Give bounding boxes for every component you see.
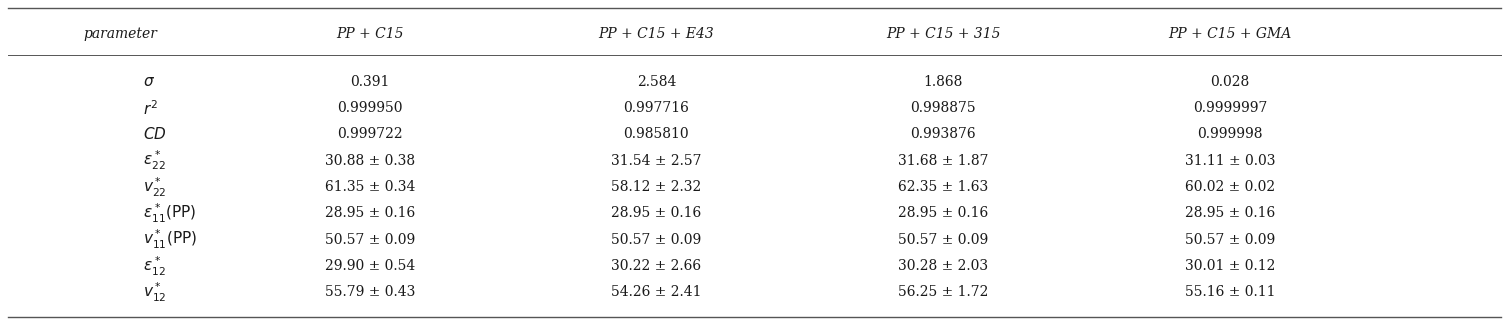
Text: 50.57 ± 0.09: 50.57 ± 0.09 bbox=[611, 233, 702, 247]
Text: 28.95 ± 0.16: 28.95 ± 0.16 bbox=[324, 206, 415, 221]
Text: 31.68 ± 1.87: 31.68 ± 1.87 bbox=[898, 154, 988, 168]
Text: 50.57 ± 0.09: 50.57 ± 0.09 bbox=[898, 233, 988, 247]
Text: 2.584: 2.584 bbox=[637, 75, 676, 89]
Text: 30.22 ± 2.66: 30.22 ± 2.66 bbox=[611, 259, 702, 273]
Text: 30.01 ± 0.12: 30.01 ± 0.12 bbox=[1185, 259, 1275, 273]
Text: 29.90 ± 0.54: 29.90 ± 0.54 bbox=[324, 259, 415, 273]
Text: 1.868: 1.868 bbox=[924, 75, 963, 89]
Text: 56.25 ± 1.72: 56.25 ± 1.72 bbox=[898, 285, 988, 299]
Text: 28.95 ± 0.16: 28.95 ± 0.16 bbox=[611, 206, 702, 221]
Text: 0.999722: 0.999722 bbox=[337, 127, 403, 142]
Text: $v^*_{11}(\mathrm{PP})$: $v^*_{11}(\mathrm{PP})$ bbox=[143, 228, 198, 251]
Text: 31.11 ± 0.03: 31.11 ± 0.03 bbox=[1185, 154, 1275, 168]
Text: $r^2$: $r^2$ bbox=[143, 99, 158, 117]
Text: $v^*_{12}$: $v^*_{12}$ bbox=[143, 281, 167, 304]
Text: $\mathit{CD}$: $\mathit{CD}$ bbox=[143, 126, 167, 143]
Text: $\epsilon^*_{22}$: $\epsilon^*_{22}$ bbox=[143, 149, 166, 172]
Text: $\epsilon^*_{12}$: $\epsilon^*_{12}$ bbox=[143, 255, 166, 278]
Text: PP + C15 + GMA: PP + C15 + GMA bbox=[1168, 27, 1292, 41]
Text: 61.35 ± 0.34: 61.35 ± 0.34 bbox=[324, 180, 415, 194]
Text: 0.999950: 0.999950 bbox=[337, 101, 403, 115]
Text: 0.9999997: 0.9999997 bbox=[1192, 101, 1268, 115]
Text: 54.26 ± 2.41: 54.26 ± 2.41 bbox=[611, 285, 702, 299]
Text: 28.95 ± 0.16: 28.95 ± 0.16 bbox=[1185, 206, 1275, 221]
Text: PP + C15 + 315: PP + C15 + 315 bbox=[886, 27, 1000, 41]
Text: 55.16 ± 0.11: 55.16 ± 0.11 bbox=[1185, 285, 1275, 299]
Text: PP + C15: PP + C15 bbox=[337, 27, 403, 41]
Text: PP + C15 + E43: PP + C15 + E43 bbox=[599, 27, 714, 41]
Text: $\sigma$: $\sigma$ bbox=[143, 75, 155, 89]
Text: 62.35 ± 1.63: 62.35 ± 1.63 bbox=[898, 180, 988, 194]
Text: 58.12 ± 2.32: 58.12 ± 2.32 bbox=[611, 180, 702, 194]
Text: 55.79 ± 0.43: 55.79 ± 0.43 bbox=[324, 285, 415, 299]
Text: 0.993876: 0.993876 bbox=[910, 127, 976, 142]
Text: 50.57 ± 0.09: 50.57 ± 0.09 bbox=[324, 233, 415, 247]
Text: parameter: parameter bbox=[83, 27, 157, 41]
Text: 31.54 ± 2.57: 31.54 ± 2.57 bbox=[611, 154, 702, 168]
Text: 30.28 ± 2.03: 30.28 ± 2.03 bbox=[898, 259, 988, 273]
Text: 0.997716: 0.997716 bbox=[623, 101, 690, 115]
Text: 0.028: 0.028 bbox=[1210, 75, 1249, 89]
Text: 0.998875: 0.998875 bbox=[910, 101, 976, 115]
Text: 0.391: 0.391 bbox=[350, 75, 389, 89]
Text: $\epsilon^*_{11}(\mathrm{PP})$: $\epsilon^*_{11}(\mathrm{PP})$ bbox=[143, 202, 196, 225]
Text: 28.95 ± 0.16: 28.95 ± 0.16 bbox=[898, 206, 988, 221]
Text: 30.88 ± 0.38: 30.88 ± 0.38 bbox=[324, 154, 415, 168]
Text: $v^*_{22}$: $v^*_{22}$ bbox=[143, 176, 167, 199]
Text: 50.57 ± 0.09: 50.57 ± 0.09 bbox=[1185, 233, 1275, 247]
Text: 60.02 ± 0.02: 60.02 ± 0.02 bbox=[1185, 180, 1275, 194]
Text: 0.985810: 0.985810 bbox=[623, 127, 690, 142]
Text: 0.999998: 0.999998 bbox=[1197, 127, 1263, 142]
